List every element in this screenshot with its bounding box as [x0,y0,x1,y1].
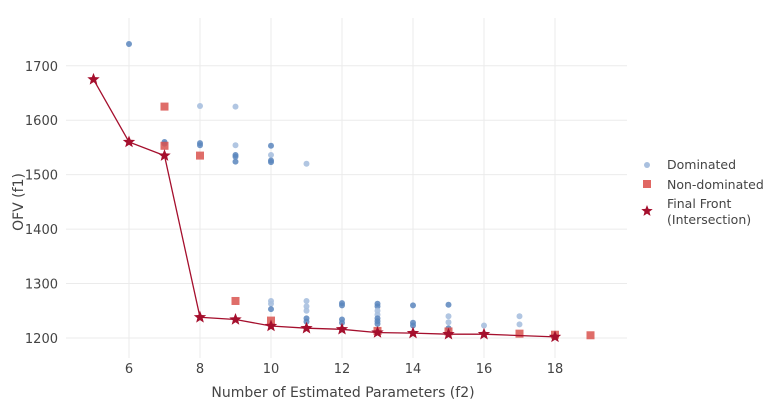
dominated-point[interactable] [481,322,487,329]
y-tick-label: 1400 [25,223,58,238]
dominated-point[interactable] [303,303,310,310]
x-tick-label: 6 [125,362,133,377]
legend-dominated-marker [644,162,650,168]
y-tick-label: 1600 [25,114,58,129]
dominated-series [126,40,523,332]
final-front-point[interactable] [406,326,420,339]
dominated-point[interactable] [303,297,310,304]
y-tick-label: 1700 [25,60,58,75]
dominated-point[interactable] [232,158,239,165]
legend-item-dominated[interactable]: Dominated [644,157,736,172]
x-tick-label: 8 [196,362,204,377]
non-dominated-point[interactable] [515,329,524,338]
non-dominated-point[interactable] [160,102,169,111]
dominated-point[interactable] [268,159,274,166]
final-front-point[interactable] [477,327,491,340]
x-tick-label: 12 [334,362,351,377]
dominated-point[interactable] [410,322,416,329]
dominated-point[interactable] [268,142,274,149]
y-tick-label: 1200 [25,332,58,347]
dominated-point[interactable] [268,300,274,307]
dominated-point[interactable] [339,302,345,309]
dominated-point[interactable] [303,318,310,325]
non-dominated-point[interactable] [231,296,240,305]
final-front-line [92,79,556,338]
dominated-point[interactable] [339,319,345,326]
final-front-point[interactable] [548,330,562,343]
dominated-point[interactable] [445,301,452,308]
dominated-point[interactable] [516,321,523,328]
legend-non-dominated-label: Non-dominated [667,177,764,192]
dominated-point[interactable] [374,303,381,310]
y-tick-label: 1500 [25,169,58,184]
legend-final-front-label-line2: (Intersection) [667,212,751,227]
legend-dominated-label: Dominated [667,157,736,172]
y-axis-title: OFV (f1) [11,173,27,231]
dominated-point[interactable] [232,103,239,110]
final-front-point[interactable] [442,327,455,340]
final-front-point[interactable] [300,321,313,334]
dominated-point[interactable] [374,320,381,327]
dominated-point[interactable] [303,307,310,314]
dominated-point[interactable] [232,142,239,149]
x-axis-title: Number of Estimated Parameters (f2) [211,385,474,400]
dominated-point[interactable] [126,40,132,47]
dominated-point[interactable] [197,103,203,110]
dominated-point[interactable] [445,319,452,326]
grid-layer [66,18,627,358]
final-front-point[interactable] [335,322,349,335]
final-front-point[interactable] [229,312,242,325]
non-dominated-point[interactable] [196,151,204,160]
non-dominated-point[interactable] [586,331,595,340]
final-front-point[interactable] [122,135,136,148]
final-front-point[interactable] [158,149,171,161]
legend: Dominated Non-dominated Final Front (Int… [641,157,764,227]
legend-final-front-label: Final Front [667,196,731,211]
non-dominated-point[interactable] [160,141,169,150]
dominated-point[interactable] [445,313,452,320]
final-front-point[interactable] [264,319,278,332]
x-tick-label: 18 [547,362,564,377]
x-tick-label: 10 [263,362,280,377]
dominated-point[interactable] [410,302,416,309]
legend-item-non-dominated[interactable]: Non-dominated [643,177,764,192]
final-front-point[interactable] [87,72,100,85]
x-tick-label: 14 [405,362,422,377]
y-tick-label: 1300 [25,278,58,293]
legend-item-final-front[interactable]: Final Front (Intersection) [641,196,751,227]
y-tick-labels: 1200 1300 1400 1500 1600 1700 [25,60,58,347]
dominated-point[interactable] [197,142,203,149]
legend-non-dominated-marker [643,180,651,188]
dominated-point[interactable] [303,160,310,167]
final-front-point[interactable] [371,326,384,338]
dominated-point[interactable] [516,313,523,320]
x-tick-label: 16 [476,362,493,377]
dominated-point[interactable] [232,153,239,160]
dominated-point[interactable] [268,152,274,159]
final-front-point[interactable] [193,310,207,323]
x-tick-labels: 6 8 10 12 14 16 18 [125,362,563,377]
dominated-point[interactable] [268,306,274,313]
final-front-series [87,72,562,343]
legend-final-front-marker [641,205,653,216]
